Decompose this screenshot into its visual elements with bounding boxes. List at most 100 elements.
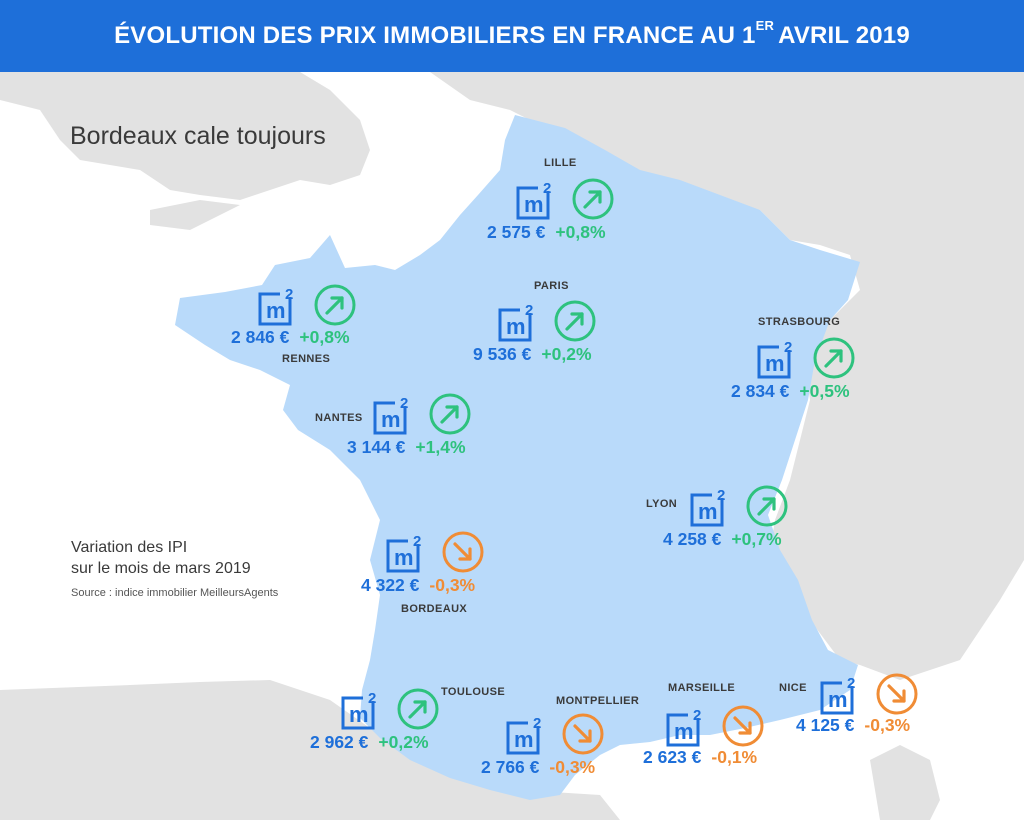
city-label-nantes: NANTES xyxy=(315,412,363,424)
svg-text:m: m xyxy=(514,727,534,752)
svg-text:m: m xyxy=(349,702,369,727)
city-values-bordeaux: 4 322 € -0,3% xyxy=(361,575,475,596)
source-note: Source : indice immobilier MeilleursAgen… xyxy=(71,587,279,599)
svg-text:2: 2 xyxy=(285,286,293,303)
britain-south-coast xyxy=(150,200,240,230)
arrow-down-right-icon xyxy=(876,673,918,720)
arrow-up-right-icon xyxy=(746,485,788,532)
svg-text:2: 2 xyxy=(543,180,551,197)
arrow-up-right-icon xyxy=(572,178,614,225)
change-value: +0,2% xyxy=(378,732,429,752)
island-land xyxy=(870,745,940,820)
svg-text:2: 2 xyxy=(784,339,792,356)
arrow-down-right-icon xyxy=(562,713,604,760)
price-value: 3 144 € xyxy=(347,437,406,457)
change-value: -0,3% xyxy=(864,715,911,735)
change-value: +0,8% xyxy=(555,222,606,242)
arrow-up-right-icon xyxy=(429,393,471,440)
arrow-up-right-icon xyxy=(554,300,596,347)
price-value: 2 962 € xyxy=(310,732,369,752)
header-bar: ÉVOLUTION DES PRIX IMMOBILIERS EN FRANCE… xyxy=(0,0,1024,72)
great-britain-land xyxy=(0,72,370,200)
subtitle: Bordeaux cale toujours xyxy=(70,122,326,150)
svg-text:2: 2 xyxy=(525,302,533,319)
city-label-montpellier: MONTPELLIER xyxy=(556,695,640,707)
price-value: 4 322 € xyxy=(361,575,420,595)
city-values-paris: 9 536 € +0,2% xyxy=(473,344,592,365)
city-label-toulouse: TOULOUSE xyxy=(441,686,506,698)
svg-text:m: m xyxy=(524,192,544,217)
change-value: -0,3% xyxy=(429,575,476,595)
city-label-rennes: RENNES xyxy=(282,353,331,365)
city-label-marseille: MARSEILLE xyxy=(668,682,736,694)
svg-text:2: 2 xyxy=(533,715,541,732)
svg-text:2: 2 xyxy=(368,690,376,707)
svg-text:2: 2 xyxy=(400,395,408,412)
arrow-up-right-icon xyxy=(314,284,356,331)
change-value: +0,7% xyxy=(731,529,782,549)
svg-text:2: 2 xyxy=(847,675,855,692)
svg-text:m: m xyxy=(394,545,414,570)
city-values-lille: 2 575 € +0,8% xyxy=(487,222,606,243)
northern-neighbors-land xyxy=(430,72,1024,680)
city-label-strasbourg: STRASBOURG xyxy=(758,316,841,328)
price-value: 2 575 € xyxy=(487,222,546,242)
change-value: +0,8% xyxy=(299,327,350,347)
change-value: +0,5% xyxy=(799,381,850,401)
city-label-lille: LILLE xyxy=(544,157,577,169)
svg-text:2: 2 xyxy=(413,533,421,550)
svg-text:m: m xyxy=(381,407,401,432)
legend-line-2: sur le mois de mars 2019 xyxy=(71,560,251,577)
change-value: +1,4% xyxy=(415,437,466,457)
city-label-paris: PARIS xyxy=(534,280,569,292)
svg-text:m: m xyxy=(266,298,286,323)
page-title: ÉVOLUTION DES PRIX IMMOBILIERS EN FRANCE… xyxy=(114,18,910,49)
svg-text:m: m xyxy=(828,687,848,712)
city-values-rennes: 2 846 € +0,8% xyxy=(231,327,350,348)
legend-line-1: Variation des IPI xyxy=(71,539,188,556)
price-value: 4 258 € xyxy=(663,529,722,549)
change-value: -0,1% xyxy=(711,747,758,767)
arrow-up-right-icon xyxy=(397,688,439,735)
city-values-toulouse: 2 962 € +0,2% xyxy=(310,732,429,753)
france-land xyxy=(175,115,860,800)
arrow-up-right-icon xyxy=(813,337,855,384)
city-values-strasbourg: 2 834 € +0,5% xyxy=(731,381,850,402)
svg-text:m: m xyxy=(674,719,694,744)
city-values-marseille: 2 623 € -0,1% xyxy=(643,747,757,768)
city-values-nantes: 3 144 € +1,4% xyxy=(347,437,466,458)
price-value: 2 623 € xyxy=(643,747,702,767)
city-label-bordeaux: BORDEAUX xyxy=(401,603,468,615)
svg-text:m: m xyxy=(506,314,526,339)
price-value: 4 125 € xyxy=(796,715,855,735)
spain-land xyxy=(0,680,620,820)
price-value: 2 846 € xyxy=(231,327,290,347)
city-values-lyon: 4 258 € +0,7% xyxy=(663,529,782,550)
arrow-down-right-icon xyxy=(442,531,484,578)
price-value: 9 536 € xyxy=(473,344,532,364)
change-value: +0,2% xyxy=(541,344,592,364)
change-value: -0,3% xyxy=(549,757,596,777)
svg-text:2: 2 xyxy=(693,707,701,724)
city-label-lyon: LYON xyxy=(646,498,678,510)
city-values-nice: 4 125 € -0,3% xyxy=(796,715,910,736)
arrow-down-right-icon xyxy=(722,705,764,752)
city-label-nice: NICE xyxy=(779,682,807,694)
svg-text:m: m xyxy=(765,351,785,376)
price-value: 2 834 € xyxy=(731,381,790,401)
svg-text:m: m xyxy=(698,499,718,524)
title-superscript: ER xyxy=(755,18,775,33)
city-values-montpellier: 2 766 € -0,3% xyxy=(481,757,595,778)
svg-text:2: 2 xyxy=(717,487,725,504)
france-map xyxy=(0,72,1024,820)
